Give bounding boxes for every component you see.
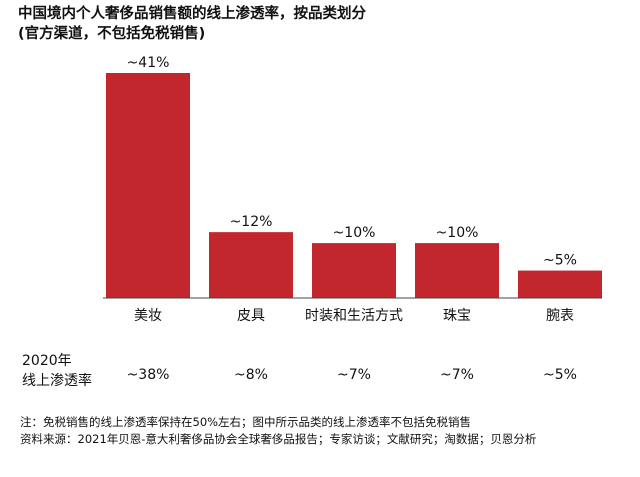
row-2020-value: ~7% bbox=[337, 367, 371, 383]
category-label: 美妆 bbox=[134, 308, 162, 324]
category-label: 皮具 bbox=[237, 308, 265, 324]
row-label-year: 2020年 bbox=[22, 353, 72, 369]
bar-chart: ~41% 美妆 ~38% ~12% 皮具 ~8% ~10% 时装和生活方式 ~7% ~10% 珠宝 ~… bbox=[103, 55, 602, 383]
data-label: ~12% bbox=[230, 214, 273, 230]
data-label: ~10% bbox=[436, 225, 479, 241]
category-label: 珠宝 bbox=[443, 308, 471, 324]
row-2020-value: ~38% bbox=[127, 367, 170, 383]
chart-title-line1: 中国境内个人奢侈品销售额的线上渗透率，按品类划分 bbox=[18, 6, 366, 22]
chart-title-line2: (官方渠道，不包括免税销售) bbox=[18, 26, 206, 42]
bar bbox=[106, 73, 190, 298]
row-label-online-penetration: 线上渗透率 bbox=[22, 373, 92, 389]
row-2020-value: ~7% bbox=[440, 367, 474, 383]
footnote-note: 注：免税销售的线上渗透率保持在50%左右；图中所示品类的线上渗透率不包括免税销售 bbox=[20, 415, 472, 429]
footnote-source: 资料来源：2021年贝恩-意大利奢侈品协会全球奢侈品报告；专家访谈；文献研究；淘… bbox=[20, 432, 537, 446]
bar bbox=[518, 270, 602, 298]
data-label: ~5% bbox=[543, 253, 577, 269]
bar bbox=[312, 243, 396, 298]
category-label: 时装和生活方式 bbox=[305, 308, 403, 324]
row-2020-value: ~8% bbox=[234, 367, 268, 383]
data-label: ~10% bbox=[333, 225, 376, 241]
category-label: 腕表 bbox=[546, 308, 574, 324]
bar bbox=[209, 232, 293, 298]
bar bbox=[415, 243, 499, 298]
row-2020-value: ~5% bbox=[543, 367, 577, 383]
data-label: ~41% bbox=[127, 55, 170, 71]
